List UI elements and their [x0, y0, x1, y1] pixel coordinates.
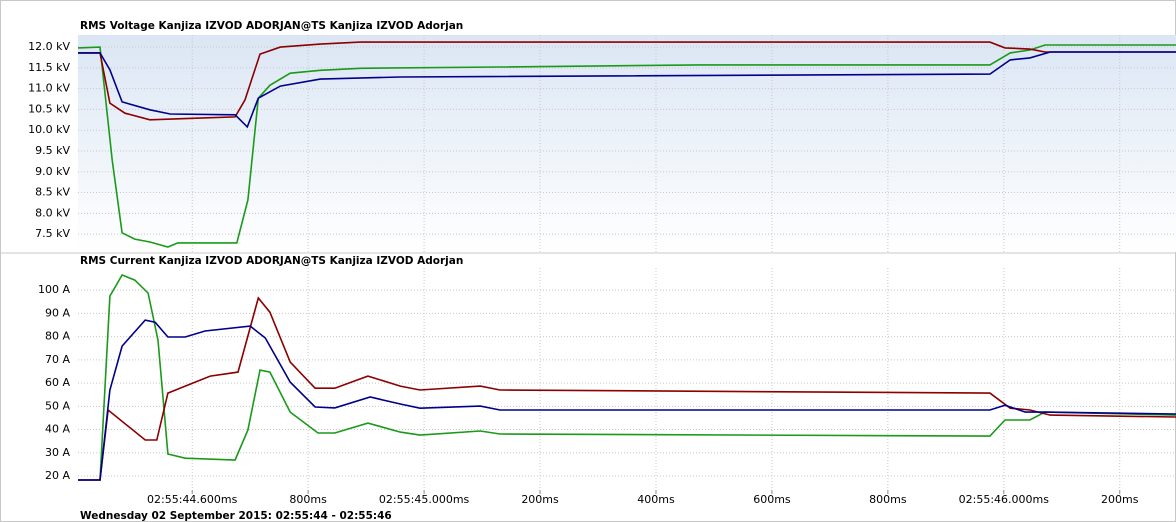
- y-tick-label: 100 A: [38, 283, 70, 296]
- x-tick-label: 200ms: [521, 493, 559, 506]
- x-tick-label: 200ms: [1101, 493, 1139, 506]
- y-tick-label: 12.0 kV: [28, 40, 70, 53]
- x-tick-label: 02:55:46.000ms: [959, 493, 1050, 506]
- y-tick-label: 60 A: [45, 376, 70, 389]
- chart-title: RMS Voltage Kanjiza IZVOD ADORJAN@TS Kan…: [80, 20, 463, 32]
- y-tick-label: 40 A: [45, 423, 70, 436]
- data-line: [78, 51, 1176, 129]
- y-tick-label: 80 A: [45, 330, 70, 343]
- y-tick-label: 20 A: [45, 469, 70, 482]
- y-tick-label: 11.5 kV: [28, 61, 70, 74]
- chart-title: RMS Current Kanjiza IZVOD ADORJAN@TS Kan…: [80, 255, 463, 267]
- y-tick-label: 8.0 kV: [35, 206, 70, 219]
- x-tick-label: 600ms: [753, 493, 791, 506]
- y-tick-label: 10.0 kV: [28, 123, 70, 136]
- y-tick-label: 9.5 kV: [35, 144, 70, 157]
- data-line: [78, 296, 1176, 481]
- y-tick-label: 9.0 kV: [35, 165, 70, 178]
- x-tick-label: 400ms: [637, 493, 675, 506]
- x-axis-label: Wednesday 02 September 2015: 02:55:44 - …: [80, 510, 392, 522]
- y-tick-label: 50 A: [45, 399, 70, 412]
- data-line: [78, 41, 1176, 121]
- data-line: [78, 319, 1176, 481]
- y-tick-label: 8.5 kV: [35, 186, 70, 199]
- y-tick-label: 70 A: [45, 353, 70, 366]
- x-tick-label: 800ms: [869, 493, 907, 506]
- x-tick-label: 02:55:45.000ms: [379, 493, 470, 506]
- data-line: [78, 273, 1176, 481]
- x-tick-label: 02:55:44.600ms: [147, 493, 238, 506]
- y-tick-label: 7.5 kV: [35, 227, 70, 240]
- y-tick-label: 11.0 kV: [28, 82, 70, 95]
- y-tick-label: 30 A: [45, 446, 70, 459]
- y-tick-label: 90 A: [45, 306, 70, 319]
- y-tick-label: 10.5 kV: [28, 102, 70, 115]
- x-tick-label: 800ms: [289, 493, 327, 506]
